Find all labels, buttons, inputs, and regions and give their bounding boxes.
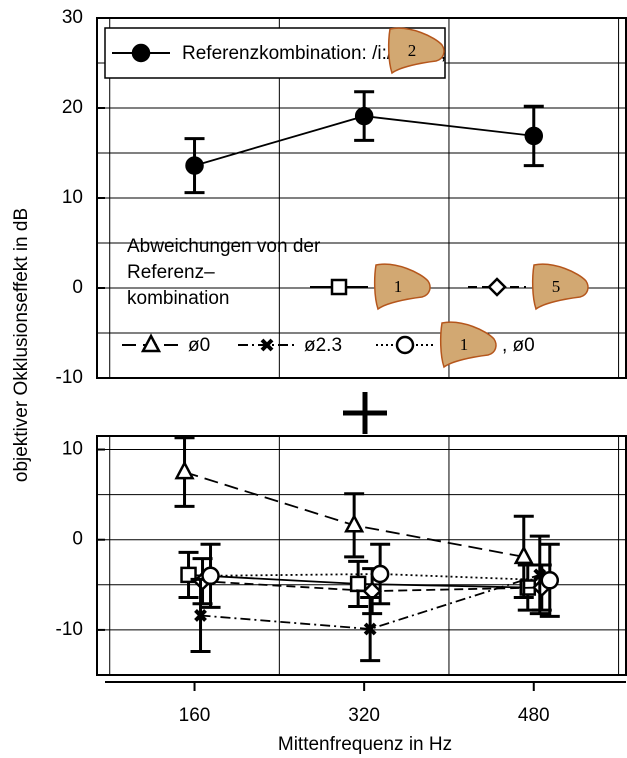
- plot-frame: [96, 435, 627, 676]
- legend-marker: [330, 278, 348, 296]
- earmold-shape: [373, 263, 431, 311]
- marker: [524, 126, 544, 146]
- x-tick-label: 480: [518, 705, 550, 726]
- y-tick-label: 0: [72, 277, 83, 298]
- marker: [370, 564, 390, 584]
- earmold-icon: 5: [531, 263, 589, 311]
- earmold-icon: 1: [373, 263, 431, 311]
- data-line: [200, 574, 541, 630]
- y-tick-label: 10: [62, 439, 83, 460]
- legend-marker: [395, 335, 415, 355]
- marker: [354, 106, 374, 126]
- y-tick-label: -10: [56, 367, 83, 388]
- marker: [201, 566, 220, 586]
- y-axis-label: objektiver Okklusionseffekt in dB: [11, 208, 32, 482]
- plus-sign: [343, 392, 387, 434]
- earmold-shape: [531, 263, 589, 311]
- marker: [344, 513, 365, 533]
- legend-marker: [487, 277, 507, 297]
- marker: [363, 622, 377, 636]
- y-tick-label: -10: [56, 619, 83, 640]
- legend-title: Referenz–: [127, 262, 215, 283]
- y-tick-label: 30: [62, 7, 83, 28]
- x-tick-label: 160: [179, 705, 211, 726]
- legend-marker: [140, 333, 162, 353]
- icon-label: 1: [460, 335, 469, 354]
- marker: [349, 575, 367, 593]
- legend-label: ø0: [188, 335, 210, 356]
- icon-label: 2: [408, 41, 417, 60]
- y-tick-label: 10: [62, 187, 83, 208]
- legend-title: Abweichungen von der: [127, 236, 321, 257]
- legend-label: , ø0: [502, 335, 535, 356]
- marker: [194, 609, 207, 622]
- earmold-icon: 1: [439, 321, 497, 369]
- legend-marker: [260, 338, 274, 352]
- x-axis-label: Mittenfrequenz in Hz: [278, 734, 452, 755]
- earmold-shape: [387, 27, 445, 75]
- marker: [362, 581, 382, 601]
- plot-frame: [96, 17, 627, 379]
- legend-label: Referenzkombination: /i:/, ø1.3,: [182, 43, 446, 64]
- earmold-shape: [439, 321, 497, 369]
- y-tick-label: 20: [62, 97, 83, 118]
- icon-label: 5: [552, 277, 561, 296]
- legend-marker: [131, 43, 151, 63]
- marker: [513, 545, 534, 565]
- data-line: [210, 573, 550, 582]
- x-tick-label: 320: [348, 705, 380, 726]
- earmold-icon: 2: [387, 27, 445, 75]
- marker: [185, 156, 204, 175]
- marker: [540, 571, 560, 590]
- icon-label: 1: [394, 277, 403, 296]
- y-tick-label: 0: [72, 529, 83, 550]
- legend-title: kombination: [127, 288, 229, 309]
- legend-label: ø2.3: [304, 335, 342, 356]
- marker: [174, 460, 195, 480]
